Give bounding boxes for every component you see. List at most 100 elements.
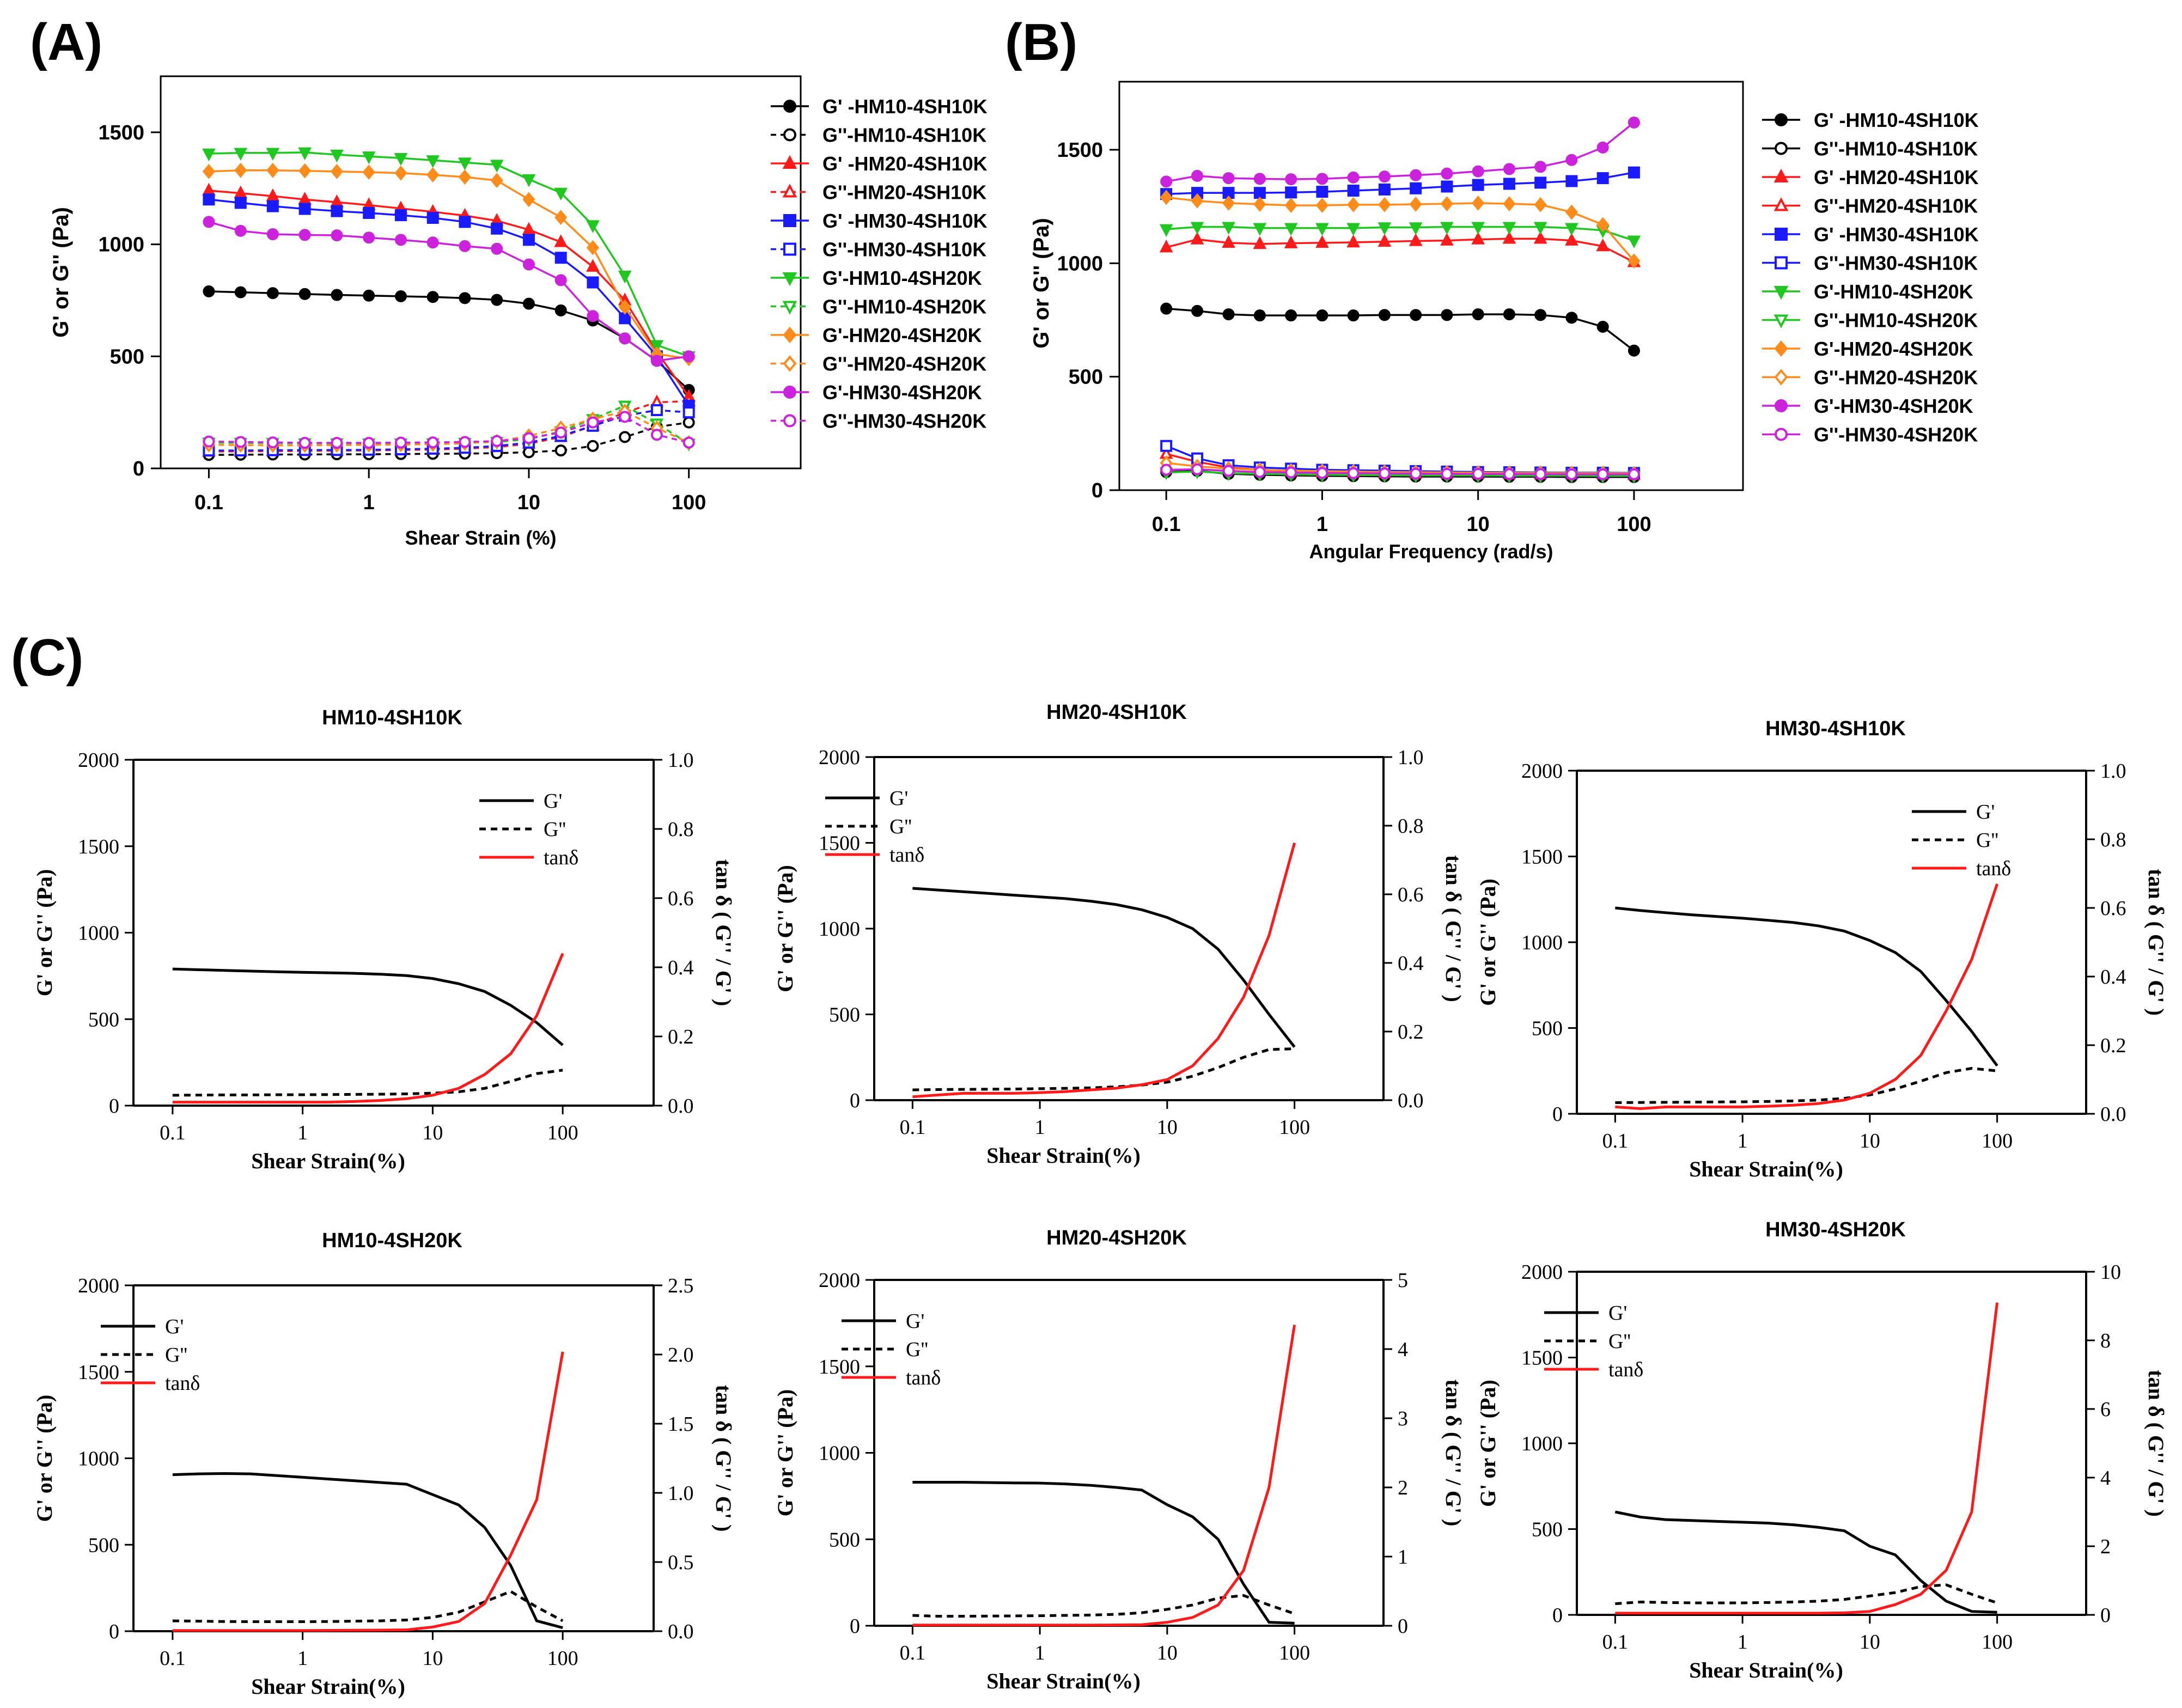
data-point [586,220,600,233]
data-point [522,234,535,246]
y-tick-label: 1000 [819,918,860,941]
data-point [1378,309,1391,321]
y-tick-label: 1500 [78,835,119,858]
data-point [1315,223,1329,236]
y2-axis-label: tan δ ( G'' / G' ) [2144,1370,2168,1517]
data-point [1285,309,1297,322]
legend-entry: G''-HM20-4SH10K [1814,195,1978,217]
data-point [587,416,599,429]
legend-marker [1775,228,1788,241]
legend-marker [1773,314,1789,328]
y-tick-label: 1500 [819,1356,860,1378]
data-point [1533,222,1547,235]
data-point [1472,308,1484,321]
y-tick-label: 2000 [1521,760,1563,783]
y-tick-label: 1000 [78,922,119,945]
series-line [209,409,689,452]
panel-label-b: (B) [1005,13,1077,71]
series-line [208,221,689,362]
x-tick-label: 1 [297,1647,308,1670]
data-point [1191,169,1204,182]
x-tick-label: 0.1 [1602,1130,1629,1152]
y2-tick-label: 2 [1398,1477,1408,1499]
data-point [1378,222,1392,235]
legend-entry: G''-HM30-4SH20K [1814,424,1978,446]
data-point [1441,180,1453,193]
legend-entry: G' -HM30-4SH10K [822,210,988,232]
data-point [1628,468,1640,480]
legend-entry: G'-HM30-4SH20K [822,381,982,404]
y2-tick-label: 0.4 [668,956,694,979]
data-point [1502,231,1516,244]
y2-tick-label: 0.0 [668,1620,694,1643]
x-tick-label: 10 [1157,1116,1178,1139]
legend-entry: G''-HM20-4SH10K [822,181,986,204]
y2-tick-label: 8 [2100,1329,2111,1352]
tan-delta-line [912,842,1296,1099]
legend-tan-delta: tanδ [1608,1358,1643,1381]
x-tick-label: 10 [517,491,540,514]
data-point [426,167,440,182]
legend-g-double-prime: G'' [906,1338,928,1361]
data-point [491,242,503,255]
y2-tick-label: 0.8 [2100,828,2126,851]
y-axis-label: G' or G'' (Pa) [773,865,797,992]
y2-tick-label: 0.4 [2100,966,2126,989]
data-point [1472,179,1484,191]
g-prime-line [172,967,564,1046]
data-point [1471,222,1485,235]
x-tick-label: 1 [1035,1642,1045,1664]
data-point [298,147,312,161]
legend-entry: G''-HM20-4SH20K [1814,367,1978,389]
data-point [682,406,695,419]
y-axis-label: G' or G'' (Pa) [49,207,73,338]
y-tick-label: 0 [1552,1103,1563,1126]
x-axis-label: Shear Strain (%) [405,527,556,549]
data-point [298,163,312,179]
y2-tick-label: 1.0 [668,749,694,772]
data-point [1409,222,1423,235]
series-line [209,416,690,444]
data-point [491,294,503,306]
data-point [363,206,375,219]
data-point [1222,222,1235,235]
y2-tick-label: 0.8 [668,818,694,841]
legend-marker [1773,197,1789,211]
data-point [1441,167,1453,180]
data-point [522,432,535,444]
x-tick-label: 100 [672,491,706,514]
data-point [1222,308,1235,321]
series-line [209,169,689,360]
y2-tick-label: 6 [2100,1398,2111,1421]
legend-tan-delta: tanδ [165,1372,200,1395]
data-point [1285,186,1297,199]
y-tick-label: 500 [1532,1518,1563,1541]
y2-tick-label: 2 [2100,1535,2111,1558]
data-point [1284,223,1298,236]
data-point [1503,163,1515,175]
data-point [1316,173,1328,185]
data-point [1191,304,1204,317]
data-point [1253,309,1266,322]
data-point [554,444,567,457]
y2-tick-label: 0.5 [668,1551,694,1574]
legend-entry: G''-HM10-4SH10K [822,124,986,147]
plot-frame-a [160,75,802,469]
y2-tick-label: 0.4 [1398,952,1424,975]
y2-tick-label: 0.0 [1398,1089,1424,1112]
legend-entry: G' -HM10-4SH10K [1814,109,1979,131]
data-point [1347,185,1360,197]
data-point [459,216,471,228]
data-point [1627,235,1641,248]
y2-tick-label: 0 [1398,1615,1408,1638]
data-point [1284,235,1298,248]
legend-marker [782,184,797,198]
legend-tan-delta: tanδ [906,1367,941,1389]
y2-tick-label: 10 [2100,1261,2121,1284]
g-double-prime-line [1615,1067,1997,1105]
